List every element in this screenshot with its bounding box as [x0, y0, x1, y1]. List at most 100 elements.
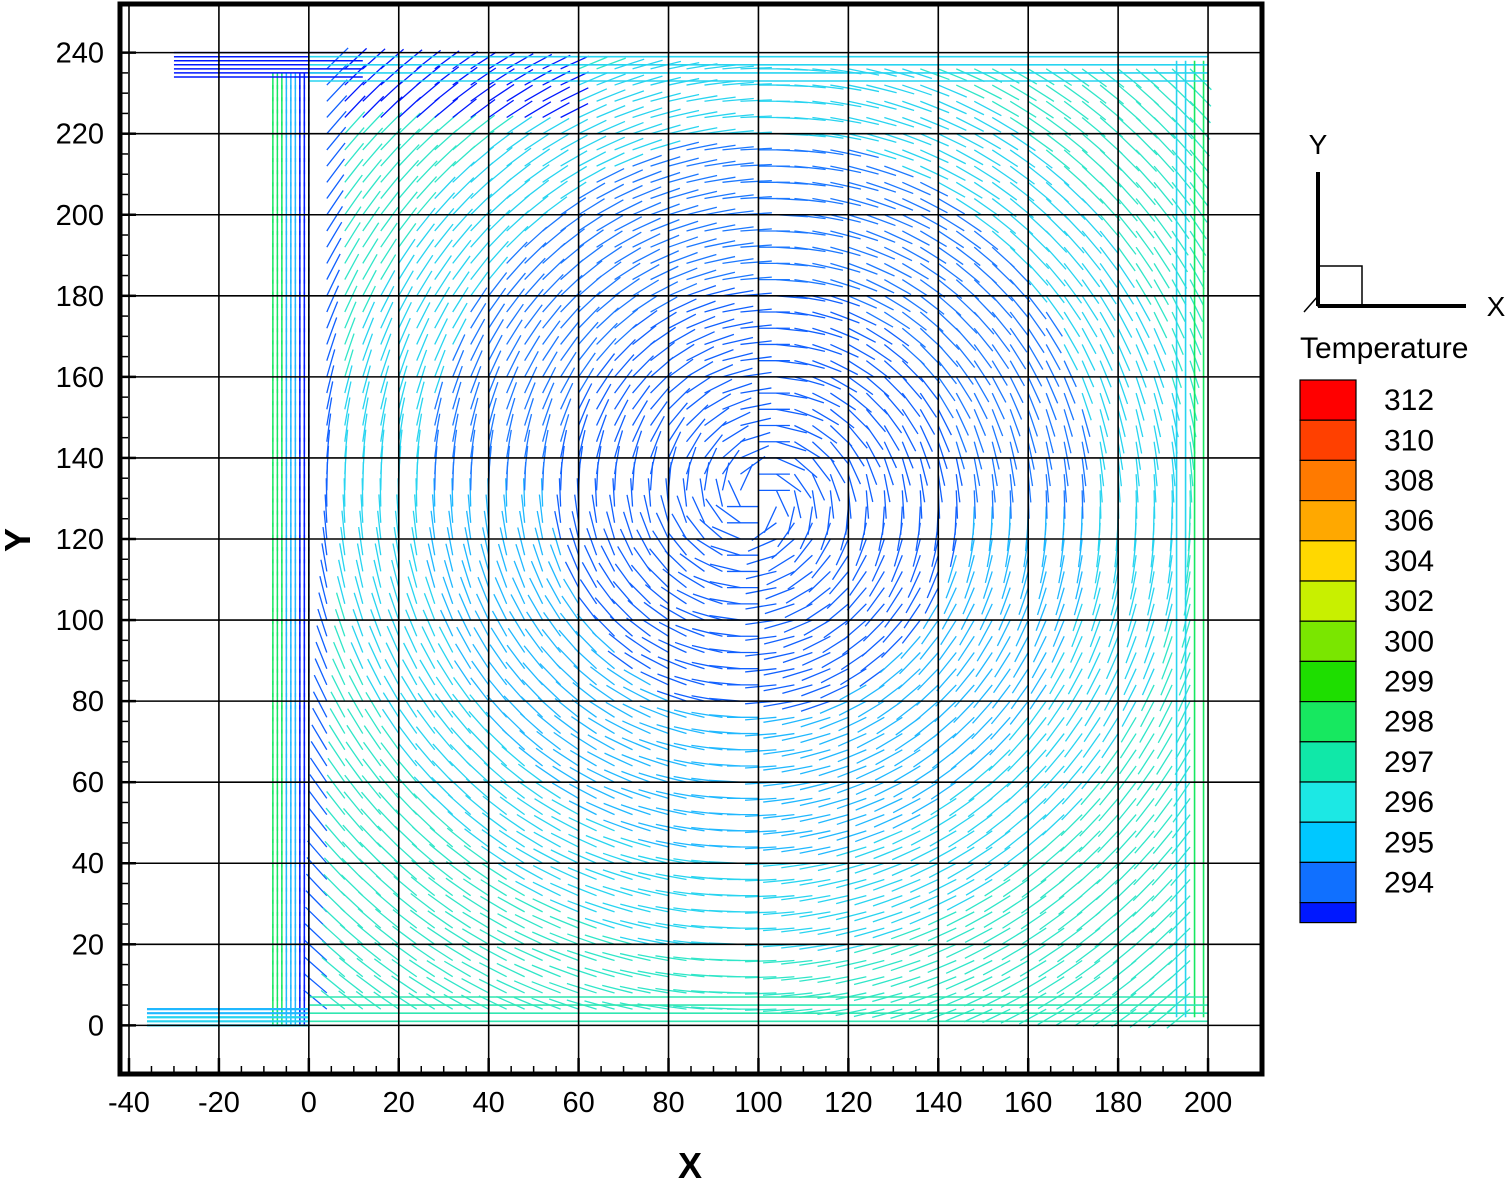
- vector-arrow: [1097, 814, 1119, 838]
- vector-arrow: [848, 68, 880, 76]
- vector-arrow: [1011, 668, 1029, 694]
- vector-arrow: [866, 214, 896, 227]
- vector-arrow: [1077, 878, 1101, 900]
- vector-arrow: [643, 494, 652, 523]
- vector-arrow: [656, 724, 687, 735]
- vector-arrow: [1117, 279, 1135, 305]
- vector-arrow: [1005, 781, 1029, 804]
- vector-arrow: [374, 925, 400, 945]
- vector-arrow: [326, 317, 338, 345]
- vector-arrow: [693, 575, 723, 589]
- vector-arrow: [955, 100, 985, 116]
- vector-arrow: [920, 84, 950, 97]
- vector-arrow: [1176, 717, 1191, 744]
- vector-arrow: [901, 441, 914, 469]
- vector-arrow: [488, 397, 497, 426]
- vector-arrow: [1057, 911, 1083, 931]
- vector-arrow: [812, 278, 843, 288]
- vector-arrow: [393, 875, 418, 897]
- vector-arrow: [452, 114, 477, 135]
- vector-arrow: [763, 700, 795, 708]
- vector-arrow: [1101, 733, 1119, 759]
- vector-arrow: [848, 133, 879, 142]
- vector-arrow: [416, 286, 432, 313]
- vector-arrow: [1058, 555, 1065, 584]
- vector-arrow: [614, 369, 633, 394]
- vector-arrow: [908, 1008, 939, 1020]
- vector-arrow: [937, 409, 952, 436]
- vector-arrow: [945, 571, 957, 599]
- vector-arrow: [524, 148, 551, 167]
- vector-arrow: [534, 798, 561, 816]
- vector-arrow: [399, 709, 418, 734]
- vector-arrow: [1171, 392, 1180, 421]
- vector-arrow: [1036, 587, 1047, 616]
- vector-arrow: [1105, 652, 1119, 680]
- vector-arrow: [830, 181, 862, 190]
- vector-arrow: [412, 826, 436, 848]
- x-tick-label: 180: [1094, 1087, 1142, 1119]
- vector-arrow: [991, 392, 1005, 420]
- vector-arrow: [411, 843, 436, 864]
- vector-arrow: [1171, 117, 1193, 140]
- vector-arrow: [1044, 749, 1065, 773]
- vector-arrow: [1027, 116, 1054, 136]
- vector-arrow: [1099, 490, 1102, 519]
- vector-arrow: [384, 659, 400, 686]
- vector-arrow: [544, 595, 562, 621]
- vector-arrow: [481, 829, 508, 848]
- vector-arrow: [937, 214, 965, 232]
- vector-arrow: [341, 510, 346, 540]
- vector-arrow: [434, 160, 457, 183]
- vector-arrow: [1099, 392, 1110, 421]
- vector-arrow: [457, 610, 472, 637]
- vector-arrow: [1027, 392, 1040, 421]
- vector-arrow: [550, 865, 579, 881]
- vector-arrow: [1045, 149, 1071, 170]
- vector-arrow: [811, 457, 831, 482]
- vector-arrow: [1045, 279, 1065, 304]
- vector-arrow: [505, 478, 508, 507]
- vector-arrow: [1009, 441, 1018, 470]
- vector-arrow: [631, 430, 643, 459]
- vector-arrow: [1153, 181, 1174, 206]
- vector-arrow: [744, 813, 777, 817]
- vector-arrow: [872, 911, 903, 923]
- vector-arrow: [1046, 716, 1065, 742]
- vector-arrow: [886, 587, 903, 613]
- vector-arrow: [414, 494, 418, 523]
- vector-arrow: [919, 376, 939, 401]
- vector-arrow: [380, 159, 401, 183]
- vector-arrow: [470, 303, 487, 329]
- vector-arrow: [847, 408, 871, 431]
- vector-arrow: [917, 668, 939, 691]
- vector-arrow: [955, 116, 985, 132]
- vector-arrow: [570, 732, 597, 751]
- vector-arrow: [470, 677, 490, 702]
- vector-arrow: [1142, 652, 1155, 680]
- vector-arrow: [881, 506, 885, 535]
- vector-arrow: [326, 413, 332, 442]
- vector-arrow: [380, 254, 397, 280]
- vector-arrow: [763, 716, 795, 723]
- vector-arrow: [866, 197, 896, 210]
- vector-arrow: [763, 911, 795, 916]
- vector-arrow: [686, 269, 717, 281]
- vector-arrow: [1119, 733, 1137, 759]
- vector-arrow: [794, 360, 825, 370]
- colorbar-label: 296: [1384, 786, 1434, 819]
- vector-arrow: [1189, 441, 1195, 470]
- vector-arrow: [1063, 327, 1080, 354]
- vector-arrow: [1148, 571, 1155, 600]
- vector-arrow: [668, 189, 699, 200]
- vector-arrow: [1066, 684, 1083, 711]
- vector-arrow: [443, 977, 472, 994]
- vector-arrow: [883, 425, 900, 451]
- vector-arrow: [908, 976, 939, 989]
- vector-arrow: [1045, 441, 1053, 470]
- vector-arrow: [957, 635, 975, 662]
- vector-arrow: [326, 142, 346, 167]
- vector-arrow: [848, 360, 875, 378]
- vector-arrow: [891, 862, 921, 877]
- vector-arrow: [398, 381, 407, 410]
